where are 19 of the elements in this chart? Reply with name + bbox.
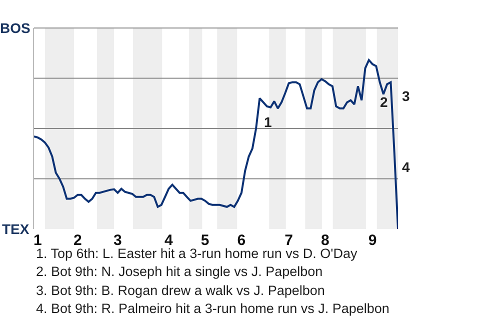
text: 1. Top 6th: L. Easter hit a 3-run home run vs D. O'Day — [36, 246, 358, 261]
text: BOS — [0, 20, 30, 36]
text: TEX — [2, 221, 30, 237]
x-tick-label: 6 — [237, 232, 246, 249]
annotation: 1 — [264, 114, 272, 130]
text: 2. Bot 9th: N. Joseph hit a single vs J. Papelbon — [36, 264, 323, 279]
x-tick-label: 5 — [200, 232, 210, 249]
x-tick-label: 7 — [284, 232, 293, 249]
text: 4. Bot 9th: R. Palmeiro hit a 3-run home run vs J. Papelbon — [36, 301, 390, 316]
x-tick-label: 8 — [321, 232, 330, 249]
text: 3. Bot 9th: B. Rogan drew a walk vs J. Papelbon — [36, 283, 325, 298]
text: 3 — [402, 88, 410, 104]
x-tick-label: 3 — [114, 232, 122, 249]
x-tick-label: 2 — [74, 232, 82, 249]
text: 4 — [402, 159, 410, 175]
x-tick-label: 9 — [368, 232, 377, 249]
annotation: 2 — [380, 94, 388, 110]
x-tick-label: 1 — [33, 232, 42, 249]
x-tick-label: 4 — [164, 232, 174, 249]
